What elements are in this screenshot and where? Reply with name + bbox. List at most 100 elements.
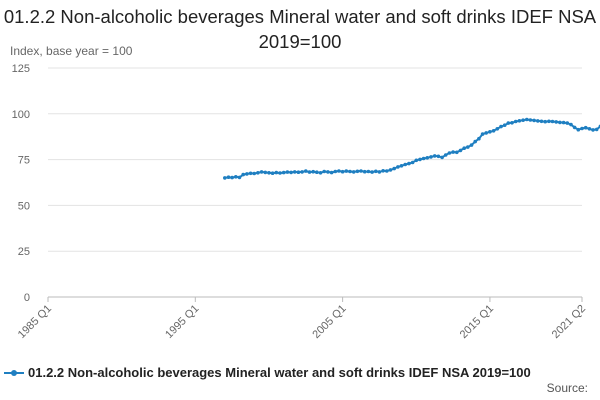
- data-point: [403, 162, 408, 167]
- x-axis-ticks: 1985 Q1 1995 Q1 2005 Q1 2015 Q1 2021 Q2: [16, 297, 588, 341]
- data-point: [495, 127, 500, 131]
- series-line: [224, 118, 600, 179]
- data-point: [429, 155, 433, 159]
- y-axis-ticks: 0 25 50 75 100 125: [12, 63, 30, 304]
- data-point: [377, 170, 382, 174]
- data-point: [455, 150, 459, 155]
- y-tick-label: 125: [12, 63, 30, 75]
- data-point: [477, 136, 481, 141]
- data-point: [543, 119, 547, 124]
- y-tick-label: 0: [24, 292, 30, 304]
- data-point: [292, 170, 297, 174]
- data-point: [344, 169, 349, 173]
- data-point: [274, 170, 279, 175]
- data-point: [432, 154, 437, 158]
- data-point: [558, 120, 562, 125]
- data-point: [466, 145, 470, 149]
- data-point: [226, 175, 231, 179]
- data-point: [488, 130, 492, 134]
- data-point: [443, 153, 448, 157]
- data-point: [348, 169, 352, 174]
- data-point: [267, 171, 271, 175]
- data-point: [396, 165, 400, 169]
- data-point: [528, 118, 533, 122]
- data-point: [517, 119, 522, 123]
- data-point: [259, 170, 264, 174]
- data-point: [521, 118, 525, 122]
- data-point: [547, 119, 551, 124]
- x-tick-label: 1985 Q1: [16, 303, 54, 341]
- y-axis-label: Index, base year = 100: [10, 44, 133, 58]
- data-point: [436, 154, 441, 159]
- data-point: [289, 170, 293, 175]
- data-point: [326, 170, 330, 174]
- legend-swatch: [4, 369, 24, 377]
- data-point: [366, 169, 371, 174]
- data-point: [580, 126, 584, 131]
- data-point: [462, 146, 467, 150]
- data-point: [256, 171, 260, 175]
- data-point: [351, 170, 356, 174]
- x-tick-label: 2005 Q1: [310, 303, 348, 341]
- data-point: [223, 176, 227, 180]
- data-point: [513, 119, 518, 124]
- data-point: [569, 122, 573, 127]
- data-point: [388, 168, 393, 172]
- data-point: [392, 166, 397, 171]
- gridlines: [48, 67, 582, 298]
- data-point: [447, 151, 452, 155]
- data-point: [385, 169, 389, 173]
- data-point: [248, 171, 253, 176]
- data-point: [484, 131, 489, 135]
- data-point: [241, 172, 245, 177]
- y-tick-label: 50: [18, 200, 30, 212]
- data-point: [536, 119, 540, 123]
- data-point: [499, 124, 503, 129]
- data-point: [304, 169, 308, 173]
- x-tick-label: 1995 Q1: [163, 303, 201, 341]
- data-point: [285, 170, 290, 174]
- data-point: [234, 175, 238, 179]
- data-point: [337, 169, 341, 173]
- data-point: [587, 127, 592, 131]
- data-point: [583, 125, 588, 130]
- data-point: [576, 127, 581, 132]
- data-point: [491, 129, 496, 133]
- data-point: [550, 119, 555, 124]
- data-point: [311, 169, 316, 174]
- data-point: [506, 121, 511, 125]
- data-point: [340, 169, 345, 174]
- data-point: [525, 117, 529, 122]
- data-point: [421, 156, 426, 161]
- data-point: [480, 132, 485, 136]
- data-point: [473, 139, 478, 144]
- data-point: [502, 123, 507, 127]
- chart-title: 01.2.2 Non-alcoholic beverages Mineral w…: [3, 6, 597, 52]
- x-tick-label: 2021 Q2: [550, 303, 588, 341]
- data-point: [322, 169, 327, 174]
- data-point: [572, 125, 577, 130]
- data-point: [451, 150, 455, 154]
- data-point: [539, 119, 544, 124]
- data-point: [329, 170, 334, 175]
- data-point: [245, 172, 249, 176]
- data-point: [300, 170, 304, 174]
- legend[interactable]: 01.2.2 Non-alcoholic beverages Mineral w…: [4, 365, 531, 380]
- data-point: [333, 169, 338, 174]
- series-points: [223, 117, 600, 180]
- data-point: [237, 175, 242, 180]
- data-point: [278, 171, 282, 175]
- data-point: [230, 175, 234, 180]
- data-point: [414, 158, 419, 163]
- y-tick-label: 25: [18, 246, 30, 258]
- data-point: [510, 121, 514, 125]
- data-point: [281, 170, 286, 175]
- data-point: [307, 170, 312, 174]
- y-tick-label: 75: [18, 155, 30, 167]
- data-point: [532, 118, 536, 123]
- data-point: [410, 160, 415, 165]
- data-point: [315, 170, 319, 174]
- data-point: [399, 164, 404, 168]
- data-point: [591, 128, 595, 132]
